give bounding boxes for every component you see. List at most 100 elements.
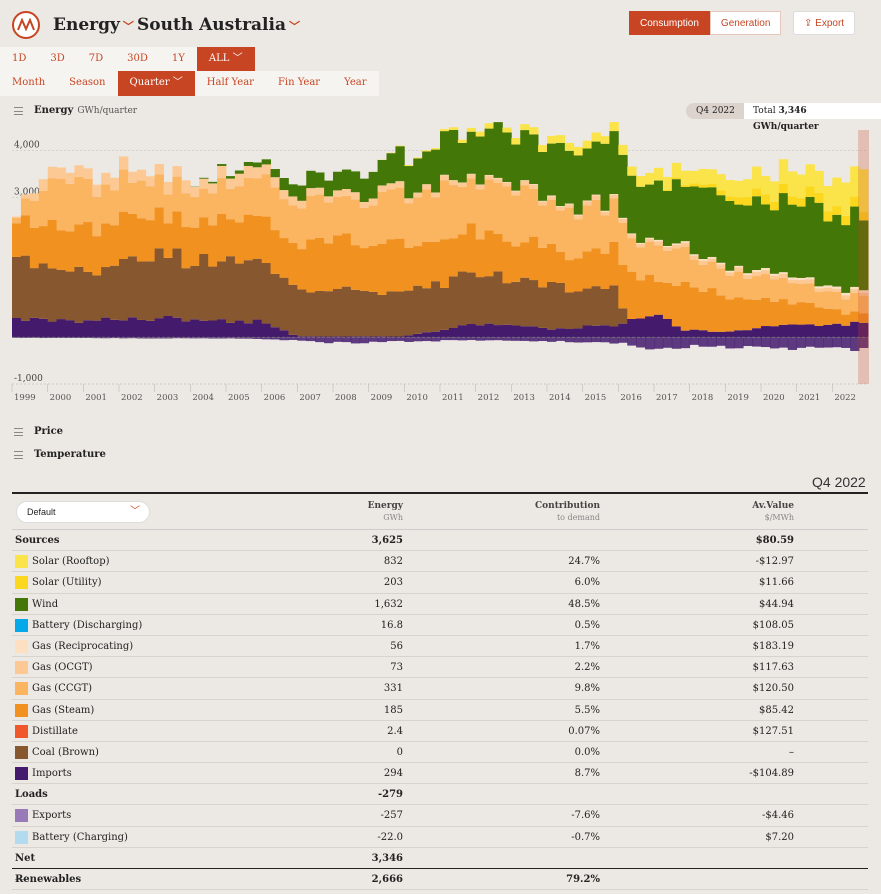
color-swatch-icon[interactable] (15, 767, 28, 781)
line-legend-icon (15, 879, 28, 880)
bar-ocgt (29, 193, 40, 202)
bar-rooftop (600, 136, 610, 144)
color-swatch-icon[interactable] (15, 724, 28, 738)
table-row[interactable]: Solar (Rooftop) 832 24.7% -$12.97 (12, 551, 868, 573)
color-swatch-icon[interactable] (15, 809, 28, 823)
bar-rooftop (475, 131, 485, 137)
bar-steam (422, 241, 432, 289)
opennem-logo-icon[interactable] (12, 11, 40, 39)
range-tab[interactable]: 3D (38, 47, 77, 71)
color-swatch-icon[interactable] (15, 639, 28, 653)
mode-consumption-button[interactable]: Consumption (629, 11, 710, 35)
contribution-cell: -0.7% (571, 831, 600, 843)
energy-stacked-chart[interactable]: -1,00001,0002,0003,0004,0001999200020012… (0, 122, 881, 405)
table-row[interactable]: Imports 294 8.7% -$104.89 (12, 763, 868, 785)
energy-cell: 294 (383, 768, 403, 780)
summary-period: Q4 2022 (812, 474, 866, 490)
net-row[interactable]: Net 3,346 (12, 848, 868, 869)
table-row[interactable]: Battery (Charging) -22.0 -0.7% $7.20 (12, 827, 868, 848)
x-tick-label: 2017 (656, 393, 678, 403)
bar-ocgt (752, 272, 762, 277)
bar-steam (110, 225, 120, 266)
color-swatch-icon[interactable] (15, 576, 28, 590)
grouping-select[interactable]: Default ﹀ (16, 501, 150, 523)
bar-steam (38, 226, 49, 264)
bar-ocgt (511, 191, 521, 196)
table-row[interactable]: Distillate 2.4 0.07% $127.51 (12, 721, 868, 742)
bar-ocgt (324, 196, 334, 203)
table-row[interactable]: Solar (Utility) 203 6.0% $11.66 (12, 572, 868, 594)
color-swatch-icon[interactable] (15, 682, 28, 696)
range-tab[interactable]: 30D (115, 47, 160, 71)
color-swatch-icon[interactable] (15, 745, 28, 759)
bar-exports (181, 337, 191, 339)
bar-exports (324, 337, 334, 344)
table-row[interactable]: Battery (Discharging) 16.8 0.5% $108.05 (12, 615, 868, 636)
region-selector[interactable]: South Australia ﹀ (137, 15, 300, 35)
table-row[interactable]: Exports -257 -7.6% -$4.46 (12, 805, 868, 827)
table-row[interactable]: Gas (OCGT) 73 2.2% $117.63 (12, 657, 868, 679)
bar-steam (261, 216, 271, 264)
interval-tab[interactable]: Fin Year (265, 71, 333, 96)
chevron-down-icon: ﹀ (130, 506, 140, 517)
color-swatch-icon[interactable] (15, 555, 28, 569)
table-row[interactable]: Wind 1,632 48.5% $44.94 (12, 594, 868, 615)
bar-exports (270, 337, 280, 340)
bar-exports (564, 337, 575, 343)
color-swatch-icon[interactable] (15, 703, 28, 717)
color-swatch-icon[interactable] (15, 661, 28, 675)
color-swatch-icon[interactable] (15, 597, 28, 611)
energy-column-header[interactable]: Energy GWh (367, 501, 403, 522)
bar-coal (404, 290, 414, 336)
table-row[interactable]: Gas (Steam) 185 5.5% $85.42 (12, 700, 868, 721)
export-button[interactable]: ⇪ Export (793, 11, 856, 35)
bar-imports (333, 336, 343, 338)
drag-handle-icon[interactable] (14, 428, 23, 436)
bar-ccgt (279, 199, 289, 239)
interval-tab[interactable]: Quarter ﹀ (117, 71, 195, 96)
bar-steam (279, 238, 289, 278)
drag-handle-icon[interactable] (14, 451, 23, 459)
bar-imports (12, 317, 22, 338)
color-swatch-icon[interactable] (15, 618, 28, 632)
bar-steam (199, 217, 209, 254)
bar-coal (457, 271, 468, 326)
bar-imports (350, 336, 361, 338)
bar-recip (698, 259, 708, 261)
range-tab[interactable]: 7D (76, 47, 116, 71)
bar-ocgt (475, 185, 485, 190)
section-selector[interactable]: Energy ﹀ (53, 15, 134, 35)
bar-coal (29, 268, 40, 318)
table-row[interactable]: Gas (Reciprocating) 56 1.7% $183.19 (12, 636, 868, 658)
bar-ocgt (154, 163, 164, 175)
range-tab[interactable]: 1D (0, 47, 39, 71)
interval-tab[interactable]: Half Year (194, 71, 266, 96)
mode-generation-button[interactable]: Generation (709, 11, 782, 35)
x-tick-label: 1999 (14, 393, 36, 403)
table-row[interactable]: Coal (Brown) 0 0.0% – (12, 742, 868, 764)
table-row[interactable]: Gas (CCGT) 331 9.8% $120.50 (12, 678, 868, 700)
value-column-header[interactable]: Av.Value $/MWh (752, 501, 794, 522)
range-tab[interactable]: ALL ﹀ (196, 47, 255, 71)
bar-ccgt (787, 283, 798, 305)
sources-group-row[interactable]: Sources 3,625 $80.59 (12, 530, 868, 552)
bar-ccgt (538, 205, 548, 248)
bar-ccgt (689, 259, 699, 288)
interval-tab[interactable]: Year (332, 71, 379, 96)
bar-coal (359, 290, 370, 337)
interval-tab[interactable]: Season (57, 71, 118, 96)
bar-imports (716, 331, 726, 338)
temperature-panel-header[interactable]: Temperature (0, 444, 881, 466)
loads-group-row[interactable]: Loads -279 (12, 784, 868, 806)
bar-rooftop (457, 139, 468, 143)
bar-imports (190, 319, 200, 338)
color-swatch-icon[interactable] (15, 830, 28, 844)
contribution-column-header[interactable]: Contribution to demand (535, 501, 600, 522)
renewables-row[interactable]: Renewables 2,666 79.2% (12, 869, 868, 891)
drag-handle-icon[interactable] (14, 107, 23, 115)
range-tab[interactable]: 1Y (159, 47, 197, 71)
bar-ccgt (395, 187, 405, 239)
price-panel-header[interactable]: Price (0, 421, 881, 443)
bar-utility (689, 183, 699, 187)
interval-tab[interactable]: Month (0, 71, 58, 96)
